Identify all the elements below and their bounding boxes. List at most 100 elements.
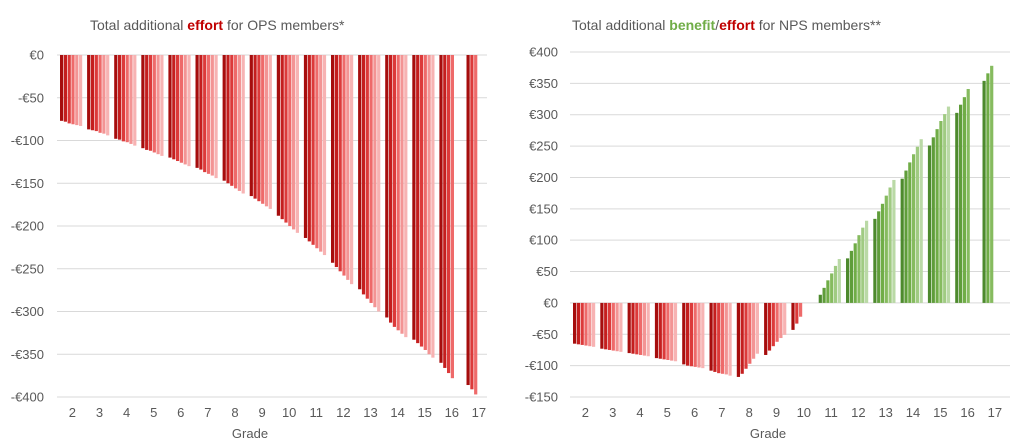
x-axis-label: Grade bbox=[232, 426, 268, 441]
x-tick-label: 2 bbox=[69, 405, 76, 420]
x-tick-label: 12 bbox=[851, 405, 865, 420]
bar bbox=[713, 302, 717, 372]
bar bbox=[576, 302, 580, 345]
bar bbox=[129, 55, 133, 144]
bar bbox=[779, 302, 783, 339]
bar bbox=[264, 55, 269, 207]
bar bbox=[982, 80, 986, 303]
x-tick-label: 2 bbox=[582, 405, 589, 420]
y-tick-label: €50 bbox=[536, 264, 558, 279]
bar bbox=[292, 55, 296, 230]
bar bbox=[148, 55, 153, 151]
bar bbox=[133, 55, 137, 146]
bar bbox=[230, 55, 234, 186]
x-tick-label: 11 bbox=[310, 405, 324, 420]
bar bbox=[199, 55, 203, 170]
bar bbox=[121, 55, 125, 142]
bar bbox=[857, 235, 861, 303]
chart-title-part: effort bbox=[187, 17, 223, 33]
bar bbox=[443, 55, 447, 368]
bar bbox=[639, 302, 643, 355]
bar bbox=[253, 55, 257, 199]
bar bbox=[877, 211, 881, 303]
x-axis-label: Grade bbox=[750, 426, 786, 441]
bar bbox=[573, 302, 577, 344]
chart-title-part: Total additional bbox=[572, 17, 669, 33]
bar bbox=[322, 55, 327, 256]
y-tick-label: -€100 bbox=[525, 358, 558, 373]
bar bbox=[662, 302, 666, 360]
bar bbox=[342, 55, 346, 276]
bar bbox=[846, 258, 850, 303]
bar bbox=[295, 55, 299, 233]
bar bbox=[237, 55, 241, 191]
x-tick-label: 15 bbox=[933, 405, 947, 420]
bar bbox=[60, 55, 64, 121]
bar bbox=[396, 55, 400, 331]
x-tick-label: 14 bbox=[906, 405, 920, 420]
bar bbox=[686, 302, 690, 366]
bar bbox=[931, 137, 935, 303]
bar bbox=[172, 55, 176, 160]
bar bbox=[179, 55, 183, 163]
bar bbox=[226, 55, 230, 184]
bar bbox=[904, 170, 908, 303]
bar bbox=[880, 203, 885, 303]
bar bbox=[783, 302, 787, 335]
x-tick-label: 13 bbox=[363, 405, 377, 420]
bar bbox=[168, 55, 172, 158]
bar bbox=[249, 55, 253, 197]
bar bbox=[635, 302, 639, 355]
bar bbox=[90, 55, 95, 131]
y-tick-label: -€250 bbox=[11, 261, 44, 276]
x-tick-label: 9 bbox=[773, 405, 780, 420]
bar bbox=[584, 302, 588, 346]
bar bbox=[748, 302, 752, 364]
bar bbox=[71, 55, 75, 125]
x-tick-label: 8 bbox=[231, 405, 238, 420]
bar bbox=[67, 55, 71, 124]
bar bbox=[284, 55, 288, 223]
y-tick-label: €350 bbox=[529, 76, 558, 91]
bar bbox=[361, 55, 366, 295]
y-tick-label: -€150 bbox=[11, 176, 44, 191]
bar bbox=[604, 302, 608, 350]
ops-effort-chart: Total additional effort for OPS members*… bbox=[11, 17, 487, 441]
x-tick-label: 3 bbox=[96, 405, 103, 420]
chart-title-part: / bbox=[715, 17, 719, 33]
bar bbox=[466, 55, 470, 386]
bar bbox=[959, 104, 963, 303]
bar bbox=[125, 55, 129, 143]
bar bbox=[962, 97, 966, 303]
y-tick-label: €200 bbox=[529, 170, 558, 185]
bar bbox=[927, 145, 932, 303]
x-tick-label: 13 bbox=[878, 405, 892, 420]
bar bbox=[241, 55, 245, 194]
bar bbox=[588, 302, 592, 347]
bar bbox=[673, 302, 678, 362]
bar bbox=[728, 302, 732, 376]
bar bbox=[990, 65, 994, 303]
bar bbox=[986, 73, 990, 303]
bar bbox=[431, 55, 435, 358]
x-tick-label: 7 bbox=[204, 405, 211, 420]
bar bbox=[799, 302, 803, 317]
x-tick-label: 14 bbox=[390, 405, 404, 420]
chart-title-part: Total additional bbox=[90, 17, 187, 33]
bar bbox=[447, 55, 451, 374]
bar bbox=[670, 302, 674, 361]
y-tick-label: -€400 bbox=[11, 390, 44, 405]
bar bbox=[724, 302, 728, 375]
bar bbox=[607, 302, 612, 350]
bar bbox=[720, 302, 725, 374]
x-tick-label: 6 bbox=[691, 405, 698, 420]
bar bbox=[915, 146, 919, 303]
bar bbox=[955, 112, 959, 303]
bar bbox=[631, 302, 635, 354]
x-tick-label: 5 bbox=[664, 405, 671, 420]
chart-title-part: benefit bbox=[669, 17, 715, 33]
bar bbox=[736, 302, 740, 377]
bar bbox=[404, 55, 408, 338]
x-tick-label: 17 bbox=[472, 405, 486, 420]
bar bbox=[818, 294, 822, 303]
